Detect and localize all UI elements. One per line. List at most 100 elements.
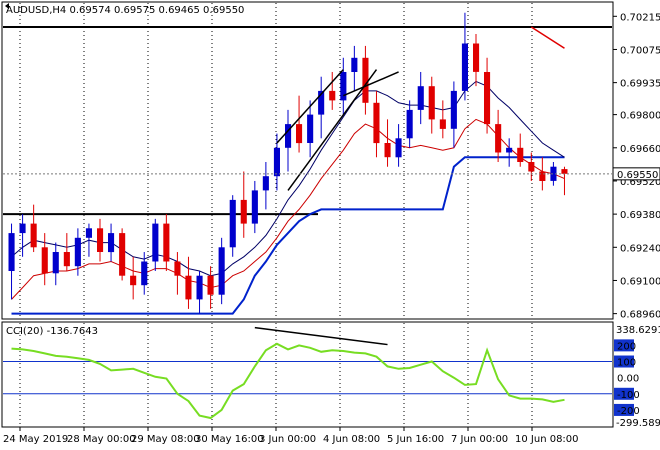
trendline: [276, 69, 344, 144]
candle-body: [240, 199, 247, 224]
trendline: [530, 26, 565, 49]
price-tick-label: 0.70075: [620, 45, 660, 56]
candle-body: [74, 237, 81, 267]
current-price-box: [612, 167, 660, 181]
candle: [340, 57, 347, 115]
candle-body: [163, 223, 170, 262]
candle: [19, 214, 26, 257]
candle: [185, 256, 192, 309]
candle-body: [539, 171, 546, 181]
main-panel: [1, 1, 614, 320]
candle: [450, 81, 457, 148]
candle: [174, 252, 181, 295]
candle-body: [495, 124, 502, 153]
price-tick-label: 0.69240: [620, 243, 660, 254]
candle: [240, 171, 247, 238]
candle: [85, 223, 92, 257]
candle: [296, 95, 303, 153]
candle: [506, 138, 513, 167]
candle-body: [351, 57, 358, 72]
candle: [351, 45, 358, 91]
candle: [30, 204, 37, 253]
candle-body: [439, 119, 446, 129]
candle-body: [484, 72, 491, 125]
candle-body: [417, 86, 424, 110]
candle-body: [19, 223, 26, 234]
candle-body: [8, 233, 15, 271]
cci-line: [11, 342, 565, 420]
candle: [97, 218, 104, 262]
candle: [251, 180, 258, 234]
candle: [373, 90, 380, 158]
candle-body: [362, 57, 369, 103]
cci-trendline: [254, 326, 388, 346]
cci-level-box: [614, 387, 634, 400]
candle-body: [450, 90, 457, 129]
candles: [8, 12, 568, 314]
candle-body: [108, 233, 115, 253]
candle-body: [218, 247, 225, 295]
price-tick-label: 0.69935: [620, 79, 660, 90]
candle: [307, 100, 314, 158]
candle-body: [561, 169, 568, 174]
candle-body: [141, 261, 148, 286]
price-tick-label: 0.69380: [620, 210, 660, 221]
cci-header: CCI(20) -136.7643: [6, 326, 98, 337]
candle: [417, 71, 424, 125]
cci-max-label: 338.6291: [616, 325, 660, 336]
candle: [285, 109, 292, 172]
candle: [8, 223, 15, 300]
candle-body: [406, 109, 413, 139]
price-axis: 0.70215 0.70075 0.69935 0.69800 0.69660 0.695…: [613, 12, 660, 321]
candle: [517, 133, 524, 167]
candle: [119, 228, 126, 281]
candle: [141, 252, 148, 295]
candle-body: [152, 223, 159, 262]
candle: [395, 124, 402, 167]
candle-body: [85, 228, 92, 238]
candle: [550, 162, 557, 186]
candle-body: [207, 275, 214, 295]
candle: [484, 57, 491, 134]
candle: [384, 119, 391, 167]
price-tick-label: 0.69800: [620, 111, 660, 122]
cci-level-box: [614, 355, 634, 368]
candle-body: [285, 124, 292, 148]
time-tick-label: 5 Jun 16:00: [387, 434, 444, 445]
time-tick-label: 30 May 16:00: [195, 434, 264, 445]
candle: [229, 195, 236, 257]
candle-body: [340, 72, 347, 101]
candle: [495, 109, 502, 162]
candle: [163, 214, 170, 271]
chart-header: AUDUSD,H4 0.69574 0.69575 0.69465 0.6955…: [6, 5, 244, 16]
cci-level-label: 0.00: [617, 374, 639, 385]
price-tick-label: 0.70215: [620, 12, 660, 23]
cci-panel: [1, 321, 614, 428]
price-tick-label: 0.68960: [620, 310, 660, 321]
candle-body: [30, 223, 37, 248]
trendline: [342, 71, 399, 97]
candle: [406, 100, 413, 148]
trendlines: [276, 26, 565, 191]
cci-axis: 200 100 0.00 -100 -200: [614, 339, 640, 417]
candle-body: [273, 147, 280, 177]
candle-body: [41, 247, 48, 274]
current-price-label: 0.69550: [617, 170, 658, 181]
candle-body: [329, 90, 336, 101]
candle-body: [528, 162, 535, 172]
price-tick-label: 0.69520: [620, 177, 660, 188]
candle: [74, 228, 81, 276]
candle-body: [296, 124, 303, 144]
candle: [130, 256, 137, 300]
candle-body: [373, 102, 380, 144]
candle: [152, 218, 159, 271]
candle-body: [196, 275, 203, 300]
candle-body: [229, 199, 236, 248]
candle-body: [384, 143, 391, 158]
time-tick-label: 29 May 08:00: [131, 434, 200, 445]
candle: [528, 152, 535, 181]
candle-body: [506, 147, 513, 153]
candle: [473, 34, 480, 87]
